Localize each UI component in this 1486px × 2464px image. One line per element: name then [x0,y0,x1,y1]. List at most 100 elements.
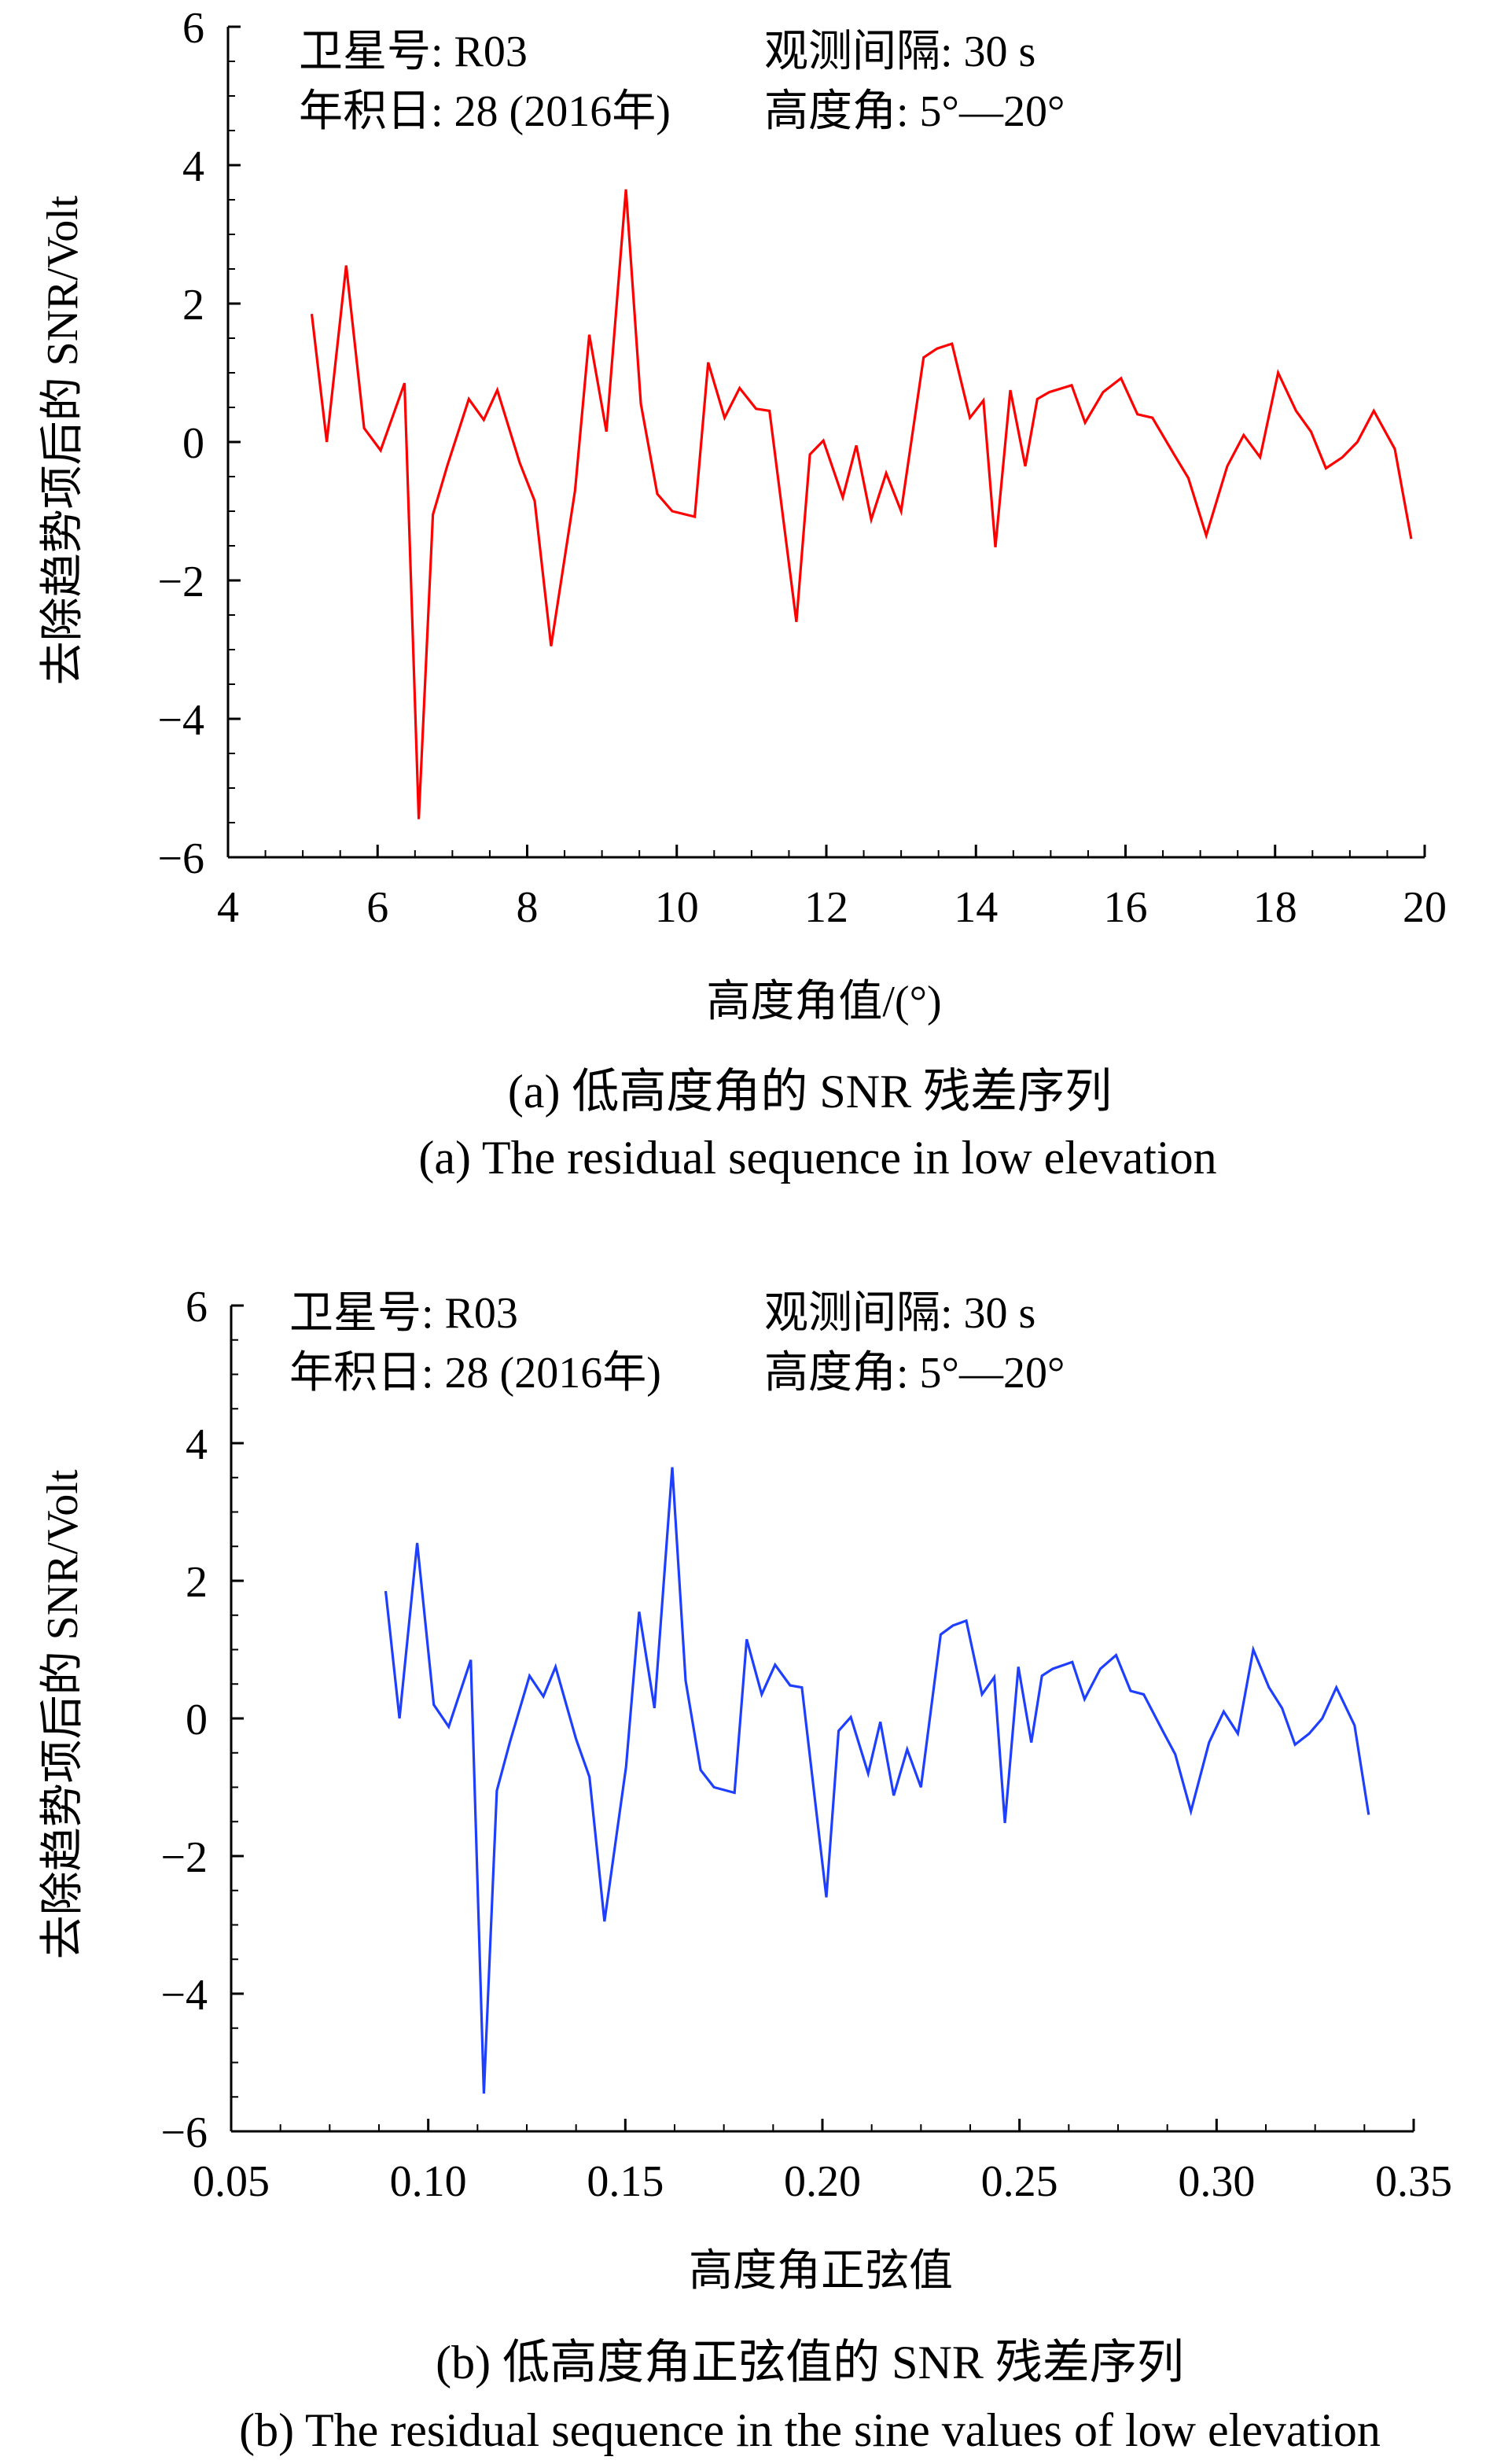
chart-b-x-tick-label: 0.15 [587,2157,664,2206]
chart-a-x-tick-label: 4 [217,883,239,932]
chart-b-data-point [1335,1686,1338,1689]
chart-b-data-point [1321,1717,1324,1720]
chart-b-data-point [1040,1674,1043,1678]
chart-b-data-point [712,1786,715,1789]
chart-a-data-point [326,440,329,444]
chart-b: −6 −4 −2 0 2 4 6 0.05 0.10 0.15 0.20 0.25 0.30 0.35 卫… [39,1283,1452,2456]
chart-a-data-point [656,492,659,495]
chart-b-y-tick-label: 2 [186,1558,208,1607]
chart-b-x-tick-label: 0.30 [1178,2157,1255,2206]
chart-b-data-point [624,1765,627,1768]
chart-a-data-point [1355,440,1359,444]
chart-b-data-point [837,1729,840,1733]
chart-b-x-tick-label: 0.20 [784,2157,861,2206]
chart-b-x-tick-label: 0.05 [193,2157,270,2206]
chart-a-data-point [1242,433,1245,436]
chart-a-annotation-satellite: 卫星号: R03 [299,28,528,76]
chart-a-data-point [403,381,406,385]
chart-a-caption-cn: (a) 低高度角的 SNR 残差序列 [508,1066,1112,1118]
chart-a-data-point [1393,447,1396,451]
chart-a-data-point [951,342,954,345]
chart-a-x-tick-label: 6 [366,883,388,932]
chart-b-axes [230,1306,1414,2133]
chart-a-data-point [1102,391,1105,394]
chart-b-data-point [1115,1654,1118,1657]
chart-b-data-point [482,2092,485,2095]
chart-a-data-point [707,361,710,364]
chart-a-series [310,189,1413,819]
chart-a-y-tick-label: −4 [157,696,204,745]
chart-b-x-tick-label: 0.10 [390,2157,467,2206]
chart-a-x-axis-label: 高度角值/(°) [706,978,941,1026]
chart-a-x-tick-label: 8 [517,883,539,932]
chart-b-data-point [1098,1667,1102,1670]
chart-a-data-point [639,403,642,406]
chart-b-data-point [1353,1724,1356,1727]
chart-b-data-point [1051,1667,1054,1670]
chart-b-ticks: −6 −4 −2 0 2 4 6 0.05 0.10 0.15 0.20 0.25 0.30 0.35 [160,1283,1452,2206]
chart-a-data-point [1277,371,1280,374]
chart-b-data-point [980,1692,984,1696]
chart-b-annotation-satellite: 卫星号: R03 [289,1289,518,1338]
chart-a-x-tick-label: 14 [954,883,998,932]
chart-a: −6 −4 −2 0 2 4 6 4 6 8 10 12 14 16 18 20 卫星号: R03 观测间隔:… [39,4,1447,1184]
chart-b-y-tick-label: −6 [160,2109,208,2157]
chart-a-caption-en: (a) The residual sequence in low elevati… [418,1132,1216,1184]
chart-a-data-point [1136,413,1139,416]
chart-a-y-tick-label: −2 [157,558,204,606]
chart-b-data-point [1308,1732,1311,1735]
chart-b-data-point [1252,1648,1255,1652]
chart-b-data-point [939,1633,942,1636]
chart-b-data-point [800,1686,804,1689]
chart-b-data-point [469,1659,473,1662]
chart-b-data-point [1190,1810,1193,1813]
chart-b-data-point [495,1789,498,1792]
chart-b-series-line [384,1467,1370,2094]
chart-a-data-point [533,499,536,503]
chart-a-x-tick-label: 10 [655,883,699,932]
chart-a-data-point [467,397,470,400]
chart-b-data-point [1083,1698,1086,1701]
chart-b-annotation-interval: 观测间隔: 30 s [764,1289,1035,1338]
chart-b-data-point [1142,1692,1146,1696]
chart-b-data-point [919,1786,922,1789]
chart-a-y-axis-label: 去除趋势项后的 SNR/Volt [39,195,87,685]
chart-b-y-tick-label: 4 [186,1420,208,1469]
chart-a-data-point [1173,455,1176,458]
chart-a-data-point [1324,466,1327,470]
chart-b-data-point [1367,1814,1370,1817]
chart-a-data-point [379,449,382,452]
chart-a-data-point [671,510,674,513]
chart-a-data-point [822,439,825,442]
chart-a-data-point [1151,416,1154,419]
chart-b-data-point [554,1665,557,1668]
chart-b-data-point [774,1663,777,1667]
chart-a-data-point [738,386,741,389]
chart-a-annotation-interval: 观测间隔: 30 s [764,28,1035,76]
chart-b-data-point [638,1610,641,1613]
chart-a-data-point [1341,455,1344,459]
chart-a-data-point [605,430,608,433]
chart-b-data-point [1003,1821,1006,1825]
chart-a-data-point [432,513,435,516]
chart-a-data-point [1410,537,1413,540]
chart-b-y-tick-label: 6 [186,1283,208,1331]
chart-a-data-point [1048,391,1051,394]
chart-a-y-tick-label: 4 [182,142,204,191]
chart-b-data-point [447,1726,451,1729]
chart-b-data-point [1174,1753,1177,1756]
chart-b-data-point [1281,1707,1284,1710]
chart-a-data-point [311,312,314,315]
chart-b-data-point [684,1679,687,1682]
chart-a-data-point [885,472,888,475]
chart-a-data-point [855,444,858,447]
chart-b-data-point [866,1772,870,1775]
chart-a-data-point [1009,389,1012,392]
chart-b-data-point [1017,1665,1020,1668]
chart-b-y-tick-label: −2 [160,1833,208,1882]
chart-a-data-point [1309,430,1312,433]
chart-b-caption-en: (b) The residual sequence in the sine va… [239,2404,1381,2456]
chart-b-data-point [416,1541,419,1545]
chart-b-data-point [993,1676,996,1679]
